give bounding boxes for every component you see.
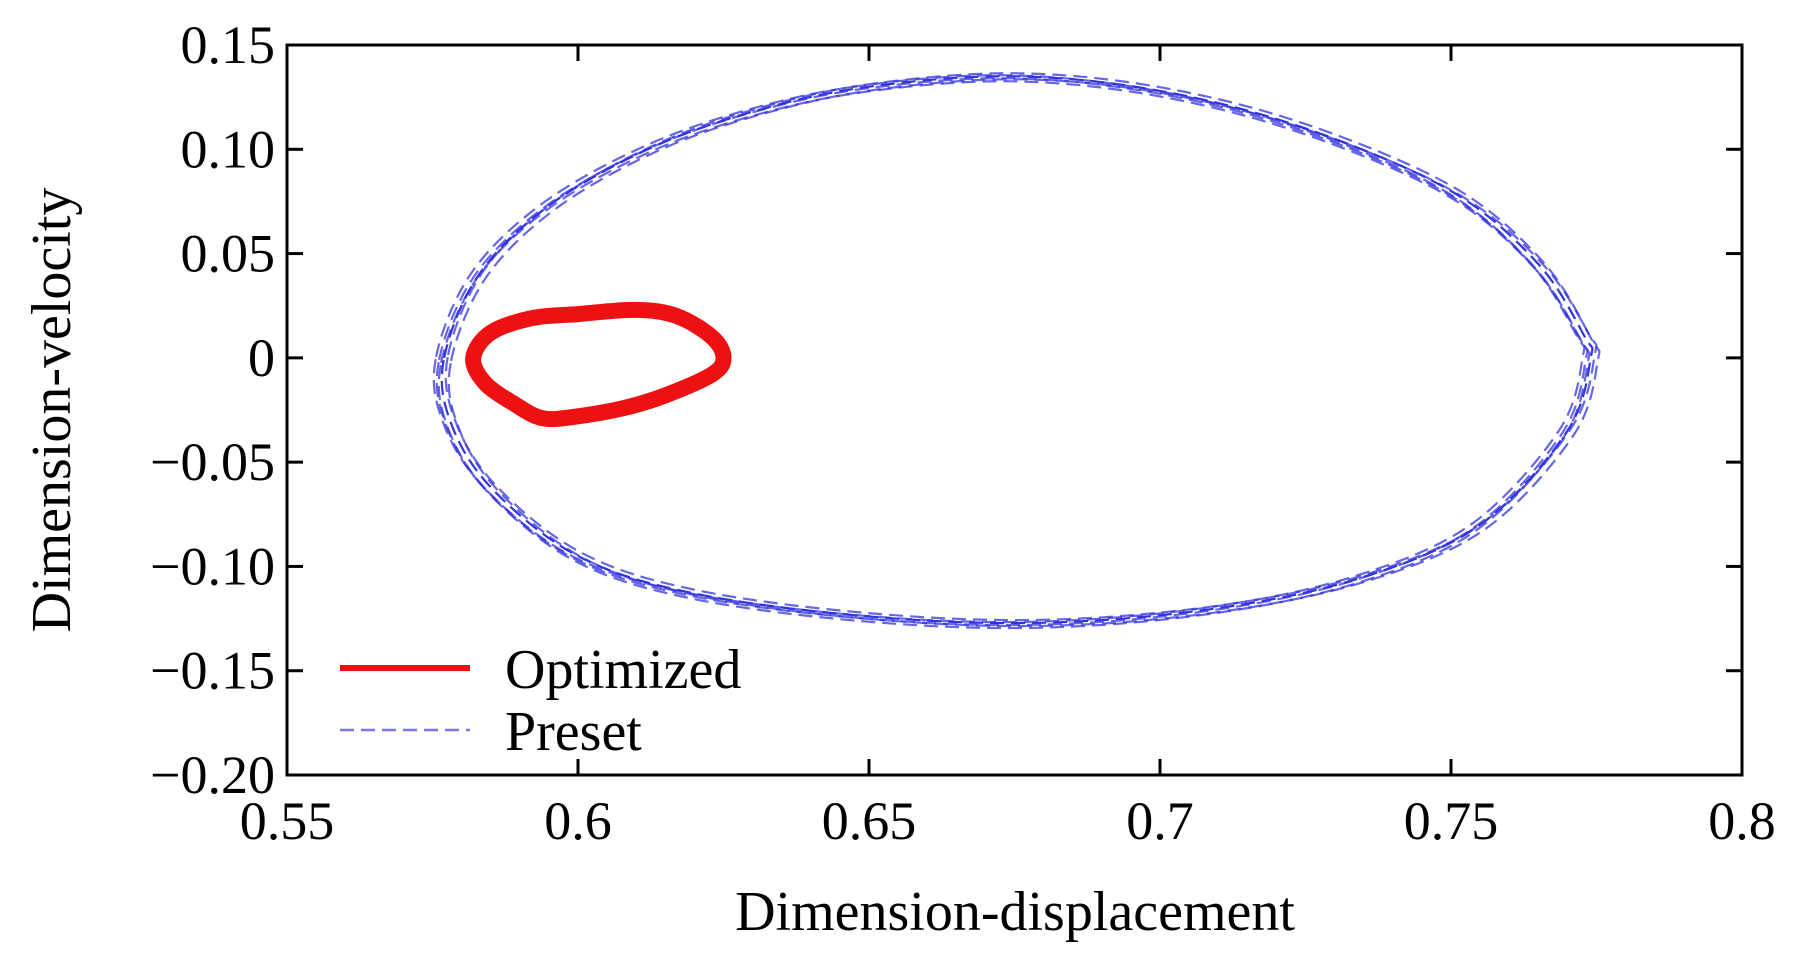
series-optimized-trajectory [465,301,732,428]
x-tick-label: 0.6 [544,791,612,851]
y-tick-label: 0.05 [181,224,276,284]
y-tick-label: −0.05 [150,432,275,492]
x-tick-label: 0.8 [1708,791,1776,851]
legend-label-optimized: Optimized [505,639,741,701]
series-preset-trajectory [440,75,1594,625]
series-preset-trajectory [435,77,1589,627]
y-tick-label: 0.15 [181,15,276,75]
series-preset-trajectory [432,74,1586,624]
ticks-layer [285,43,1744,777]
x-tick-label: 0.55 [240,791,335,851]
tick-labels: 0.55 0.6 0.65 0.7 0.75 0.8 −0.20 −0.15 −0.10 −0.0… [150,15,1776,851]
y-tick-label: 0 [248,328,275,388]
x-tick-label: 0.75 [1404,791,1499,851]
x-axis-title: Dimension-displacement [735,881,1295,943]
series-preset-trajectory [444,72,1598,622]
y-tick-label: −0.10 [150,536,275,596]
y-tick-label: −0.20 [150,745,275,805]
y-tick-label: −0.15 [150,641,275,701]
legend: Optimized Preset [340,639,741,763]
series-layer [432,72,1601,630]
y-axis-title: Dimension-velocity [21,188,83,633]
plot-frame [285,43,1744,777]
legend-label-preset: Preset [505,701,642,763]
x-tick-label: 0.65 [822,791,917,851]
x-tick-label: 0.7 [1126,791,1194,851]
series-preset-trajectory [437,80,1591,630]
y-tick-label: 0.10 [181,119,276,179]
